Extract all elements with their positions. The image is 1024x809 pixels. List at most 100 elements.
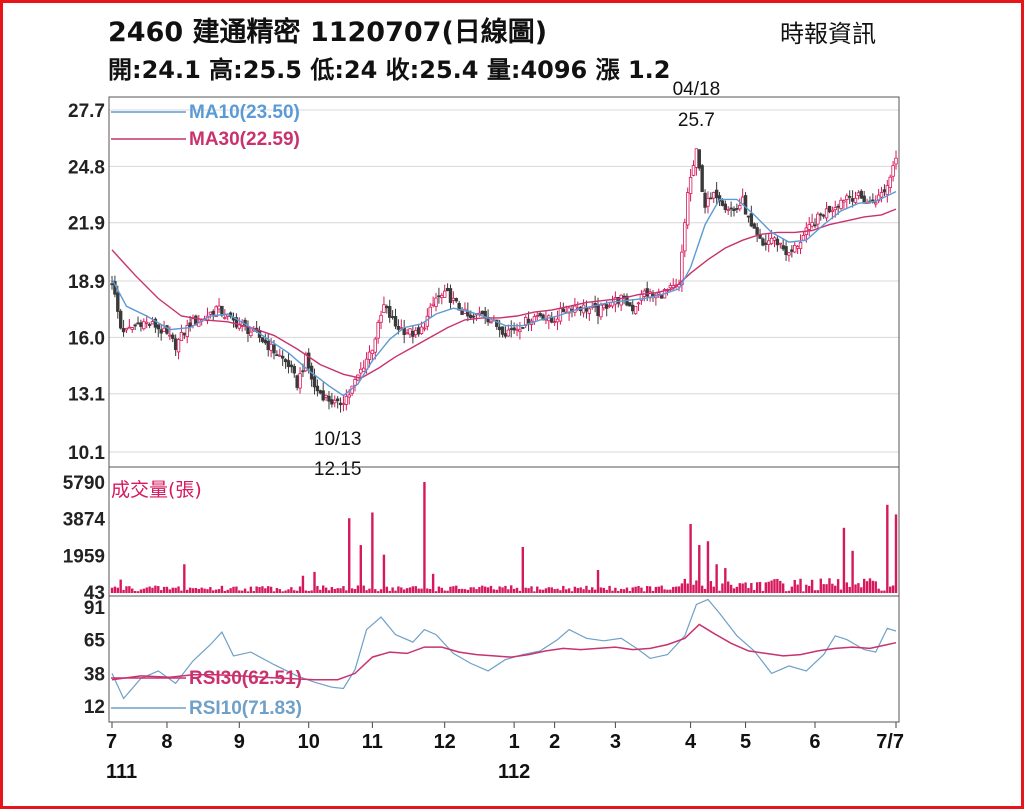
candle-body	[506, 329, 511, 337]
volume-bar	[151, 587, 154, 593]
candle-body	[521, 327, 525, 329]
volume-bar	[440, 587, 444, 593]
volume-bar	[813, 590, 817, 593]
candle-body	[411, 330, 415, 337]
volume-bar	[862, 578, 866, 593]
volume-bar	[608, 585, 611, 593]
volume-bar	[348, 518, 351, 593]
volume-bar	[379, 589, 383, 593]
volume-bar	[732, 588, 736, 593]
candle-body	[856, 192, 861, 196]
x-month-label: 11	[362, 731, 383, 753]
volume-bar	[674, 586, 678, 593]
volume-bar	[808, 585, 811, 593]
candle-body	[275, 354, 279, 357]
candle-body	[489, 321, 493, 324]
volume-bar	[321, 585, 325, 593]
volume-bar	[822, 584, 825, 593]
volume-bar	[770, 580, 773, 593]
volume-bar	[203, 588, 206, 593]
candle-body	[732, 208, 736, 212]
volume-bar	[310, 590, 313, 593]
candle-body	[836, 205, 840, 208]
volume-bar	[249, 586, 253, 593]
candle-body	[645, 288, 649, 297]
candle-body	[434, 297, 438, 307]
candle-body	[688, 176, 693, 195]
rsi-tick-label: 38	[84, 664, 105, 685]
candle-body	[246, 326, 250, 334]
x-month-label: 1	[509, 731, 520, 753]
volume-bar	[599, 587, 603, 593]
candle-body	[882, 189, 887, 193]
candle-body	[428, 306, 432, 318]
volume-bar	[356, 585, 360, 593]
candle-body	[182, 332, 187, 336]
volume-bar	[715, 564, 718, 593]
volume-bar	[602, 587, 606, 593]
volume-bar	[272, 591, 276, 593]
candle-body	[359, 368, 363, 374]
candle-body	[437, 295, 441, 298]
volume-bar	[784, 591, 788, 593]
volume-bar	[839, 589, 843, 593]
candle-body	[729, 207, 733, 210]
volume-bar	[796, 584, 799, 593]
candle-body	[717, 195, 722, 202]
volume-bar	[194, 587, 198, 593]
volume-bar	[886, 504, 889, 593]
candle-body	[469, 314, 473, 318]
candle-body	[683, 222, 687, 252]
candle-body	[402, 327, 406, 335]
candle-body	[145, 321, 149, 324]
candle-body	[440, 294, 444, 299]
volume-bar	[845, 582, 849, 593]
volume-bar	[226, 589, 229, 593]
candle-body	[118, 310, 123, 329]
volume-bar	[622, 589, 626, 593]
volume-bar	[686, 583, 689, 593]
candle-body	[234, 317, 239, 328]
volume-bar	[538, 589, 542, 593]
source-label: 時報資訊	[780, 20, 876, 48]
volume-bar	[165, 586, 169, 593]
volume-tick-label: 3874	[63, 510, 106, 531]
candle-body	[191, 318, 195, 326]
ohlc-summary: 開:24.1 高:25.5 低:24 收:25.4 量:4096 漲 1.2	[108, 56, 671, 84]
volume-bar	[727, 581, 730, 593]
candle-body	[185, 325, 189, 337]
candle-body	[382, 304, 386, 313]
volume-bar	[489, 585, 493, 593]
volume-bar	[576, 588, 579, 593]
candle-body	[758, 234, 762, 239]
volume-bar	[110, 587, 114, 593]
candle-body	[179, 331, 184, 341]
candle-body	[292, 366, 296, 374]
candle-body	[124, 327, 129, 331]
rsi-tick-label: 12	[84, 697, 105, 718]
volume-bar	[365, 590, 368, 593]
candle-body	[217, 305, 221, 310]
panel-borders	[108, 96, 900, 723]
volume-bar	[290, 587, 293, 593]
x-month-label: 3	[610, 731, 621, 753]
candle-body	[596, 304, 600, 317]
candle-body	[874, 202, 878, 205]
volume-bar	[313, 571, 316, 593]
volume-bar	[776, 578, 779, 593]
volume-bar	[252, 591, 255, 593]
volume-bar	[851, 550, 854, 593]
candle-body	[767, 240, 771, 245]
volume-bar	[188, 587, 192, 593]
candle-body	[778, 242, 782, 245]
candle-body	[379, 314, 383, 323]
volume-bar	[330, 587, 334, 593]
volume-bar	[706, 541, 710, 593]
volume-bar	[634, 586, 637, 593]
candle-body	[885, 185, 890, 195]
x-month-label: 8	[161, 731, 172, 753]
volume-bar	[663, 589, 666, 593]
x-year-label: 112	[498, 761, 530, 783]
volume-bar	[437, 586, 441, 593]
volume-bar	[339, 588, 342, 593]
